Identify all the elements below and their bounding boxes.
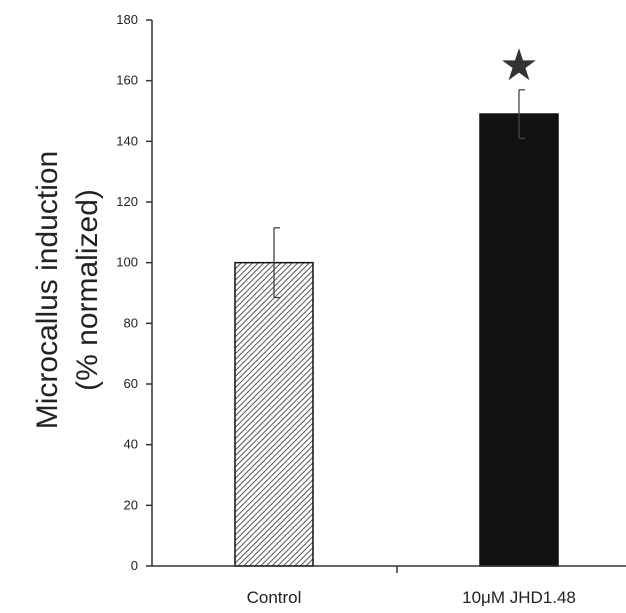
y-tick-label: 0 bbox=[131, 558, 138, 573]
y-tick-label: 100 bbox=[116, 255, 138, 270]
y-tick-label: 120 bbox=[116, 194, 138, 209]
x-axis-categories: Control 10μM JHD1.48 bbox=[247, 588, 576, 607]
x-category-label: Control bbox=[247, 588, 302, 607]
x-category-label: 10μM JHD1.48 bbox=[462, 588, 576, 607]
y-axis-ticks: 0 20 40 60 80 100 120 140 160 180 bbox=[116, 12, 152, 573]
y-tick-label: 60 bbox=[124, 376, 138, 391]
y-axis-title-line1: Microcallus induction bbox=[31, 151, 64, 429]
bar-control bbox=[235, 263, 313, 566]
y-tick-label: 40 bbox=[124, 437, 138, 452]
bars: ★ bbox=[235, 40, 558, 566]
y-axis-title-line2: (% normalized) bbox=[71, 189, 104, 391]
y-axis-title: Microcallus induction (% normalized) bbox=[31, 151, 104, 429]
bar-treatment bbox=[480, 114, 558, 566]
y-tick-label: 80 bbox=[124, 315, 138, 330]
y-tick-label: 180 bbox=[116, 12, 138, 27]
significance-star-icon: ★ bbox=[499, 40, 538, 91]
y-tick-label: 140 bbox=[116, 133, 138, 148]
y-tick-label: 20 bbox=[124, 497, 138, 512]
y-tick-label: 160 bbox=[116, 73, 138, 88]
